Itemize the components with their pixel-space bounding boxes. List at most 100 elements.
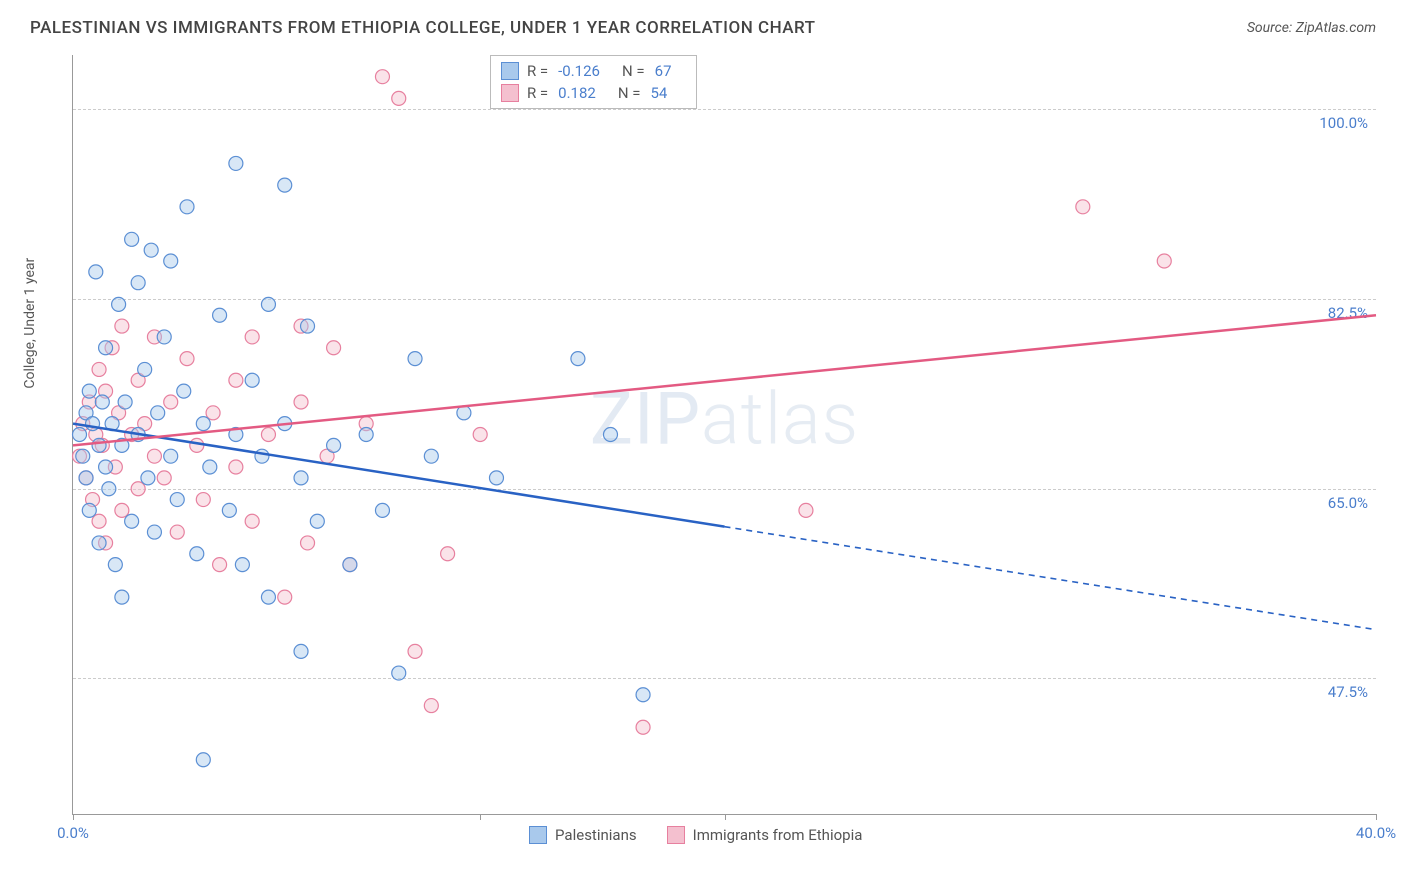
regression-line <box>73 315 1376 445</box>
data-point <box>278 590 292 604</box>
r-value-palestinians: -0.126 <box>558 62 600 80</box>
data-point <box>392 666 406 680</box>
data-point <box>343 558 357 572</box>
data-point <box>375 70 389 84</box>
data-point <box>92 514 106 528</box>
data-point <box>1076 200 1090 214</box>
data-point <box>213 558 227 572</box>
data-point <box>392 91 406 105</box>
r-value-ethiopia: 0.182 <box>558 84 596 102</box>
data-point <box>301 319 315 333</box>
data-point <box>235 558 249 572</box>
legend-row-ethiopia: R = 0.182 N = 54 <box>501 82 686 104</box>
data-point <box>196 493 210 507</box>
legend-item-ethiopia: Immigrants from Ethiopia <box>667 826 863 844</box>
data-point <box>327 438 341 452</box>
data-point <box>151 406 165 420</box>
data-point <box>108 558 122 572</box>
data-point <box>125 514 139 528</box>
data-point <box>144 243 158 257</box>
data-point <box>245 373 259 387</box>
data-point <box>170 493 184 507</box>
plot-area: ZIPatlas 47.5%65.0%82.5%100.0% R = -0.12… <box>72 55 1376 815</box>
data-point <box>359 428 373 442</box>
correlation-legend: R = -0.126 N = 67 R = 0.182 N = 54 <box>490 55 697 109</box>
data-point <box>82 503 96 517</box>
data-point <box>92 362 106 376</box>
data-point <box>408 644 422 658</box>
data-point <box>203 460 217 474</box>
data-point <box>408 352 422 366</box>
data-point <box>177 384 191 398</box>
data-point <box>147 449 161 463</box>
data-point <box>102 482 116 496</box>
series-legend: Palestinians Immigrants from Ethiopia <box>529 826 862 844</box>
data-point <box>147 525 161 539</box>
x-tick-mark <box>73 814 74 820</box>
data-point <box>180 200 194 214</box>
chart-container: College, Under 1 year ZIPatlas 47.5%65.0… <box>50 55 1376 837</box>
data-point <box>115 590 129 604</box>
legend-item-palestinians: Palestinians <box>529 826 637 844</box>
data-point <box>92 438 106 452</box>
x-tick-mark <box>480 814 481 820</box>
n-value-ethiopia: 54 <box>651 84 668 102</box>
data-point <box>73 428 87 442</box>
data-point <box>294 471 308 485</box>
data-point <box>118 395 132 409</box>
data-point <box>170 525 184 539</box>
data-point <box>89 265 103 279</box>
x-tick-mark <box>1376 814 1377 820</box>
data-point <box>229 460 243 474</box>
data-point <box>229 156 243 170</box>
data-point <box>799 503 813 517</box>
data-point <box>92 536 106 550</box>
data-point <box>115 319 129 333</box>
data-point <box>79 471 93 485</box>
legend-swatch-icon <box>501 84 519 102</box>
data-point <box>327 341 341 355</box>
y-axis-label: College, Under 1 year <box>22 258 38 389</box>
data-point <box>424 449 438 463</box>
data-point <box>131 482 145 496</box>
data-point <box>571 352 585 366</box>
legend-swatch-icon <box>529 826 547 844</box>
data-point <box>636 720 650 734</box>
data-point <box>95 395 109 409</box>
data-point <box>141 471 155 485</box>
data-point <box>82 384 96 398</box>
data-point <box>99 460 113 474</box>
data-point <box>190 547 204 561</box>
data-point <box>1157 254 1171 268</box>
data-point <box>164 449 178 463</box>
data-point <box>180 352 194 366</box>
data-point <box>261 590 275 604</box>
data-point <box>112 297 126 311</box>
data-point <box>131 276 145 290</box>
data-point <box>424 699 438 713</box>
data-point <box>245 514 259 528</box>
data-point <box>473 428 487 442</box>
data-point <box>206 406 220 420</box>
legend-swatch-icon <box>501 62 519 80</box>
data-point <box>255 449 269 463</box>
data-point <box>636 688 650 702</box>
source-attribution: Source: ZipAtlas.com <box>1247 20 1376 36</box>
data-point <box>196 753 210 767</box>
data-point <box>261 297 275 311</box>
data-point <box>115 503 129 517</box>
chart-title: PALESTINIAN VS IMMIGRANTS FROM ETHIOPIA … <box>30 18 816 38</box>
data-point <box>261 428 275 442</box>
data-point <box>278 178 292 192</box>
data-point <box>157 471 171 485</box>
data-point <box>164 254 178 268</box>
data-point <box>222 503 236 517</box>
data-point <box>125 232 139 246</box>
regression-line-extrapolated <box>725 527 1377 630</box>
data-point <box>164 395 178 409</box>
data-point <box>245 330 259 344</box>
data-point <box>375 503 389 517</box>
data-point <box>213 308 227 322</box>
data-point <box>196 417 210 431</box>
data-point <box>157 330 171 344</box>
